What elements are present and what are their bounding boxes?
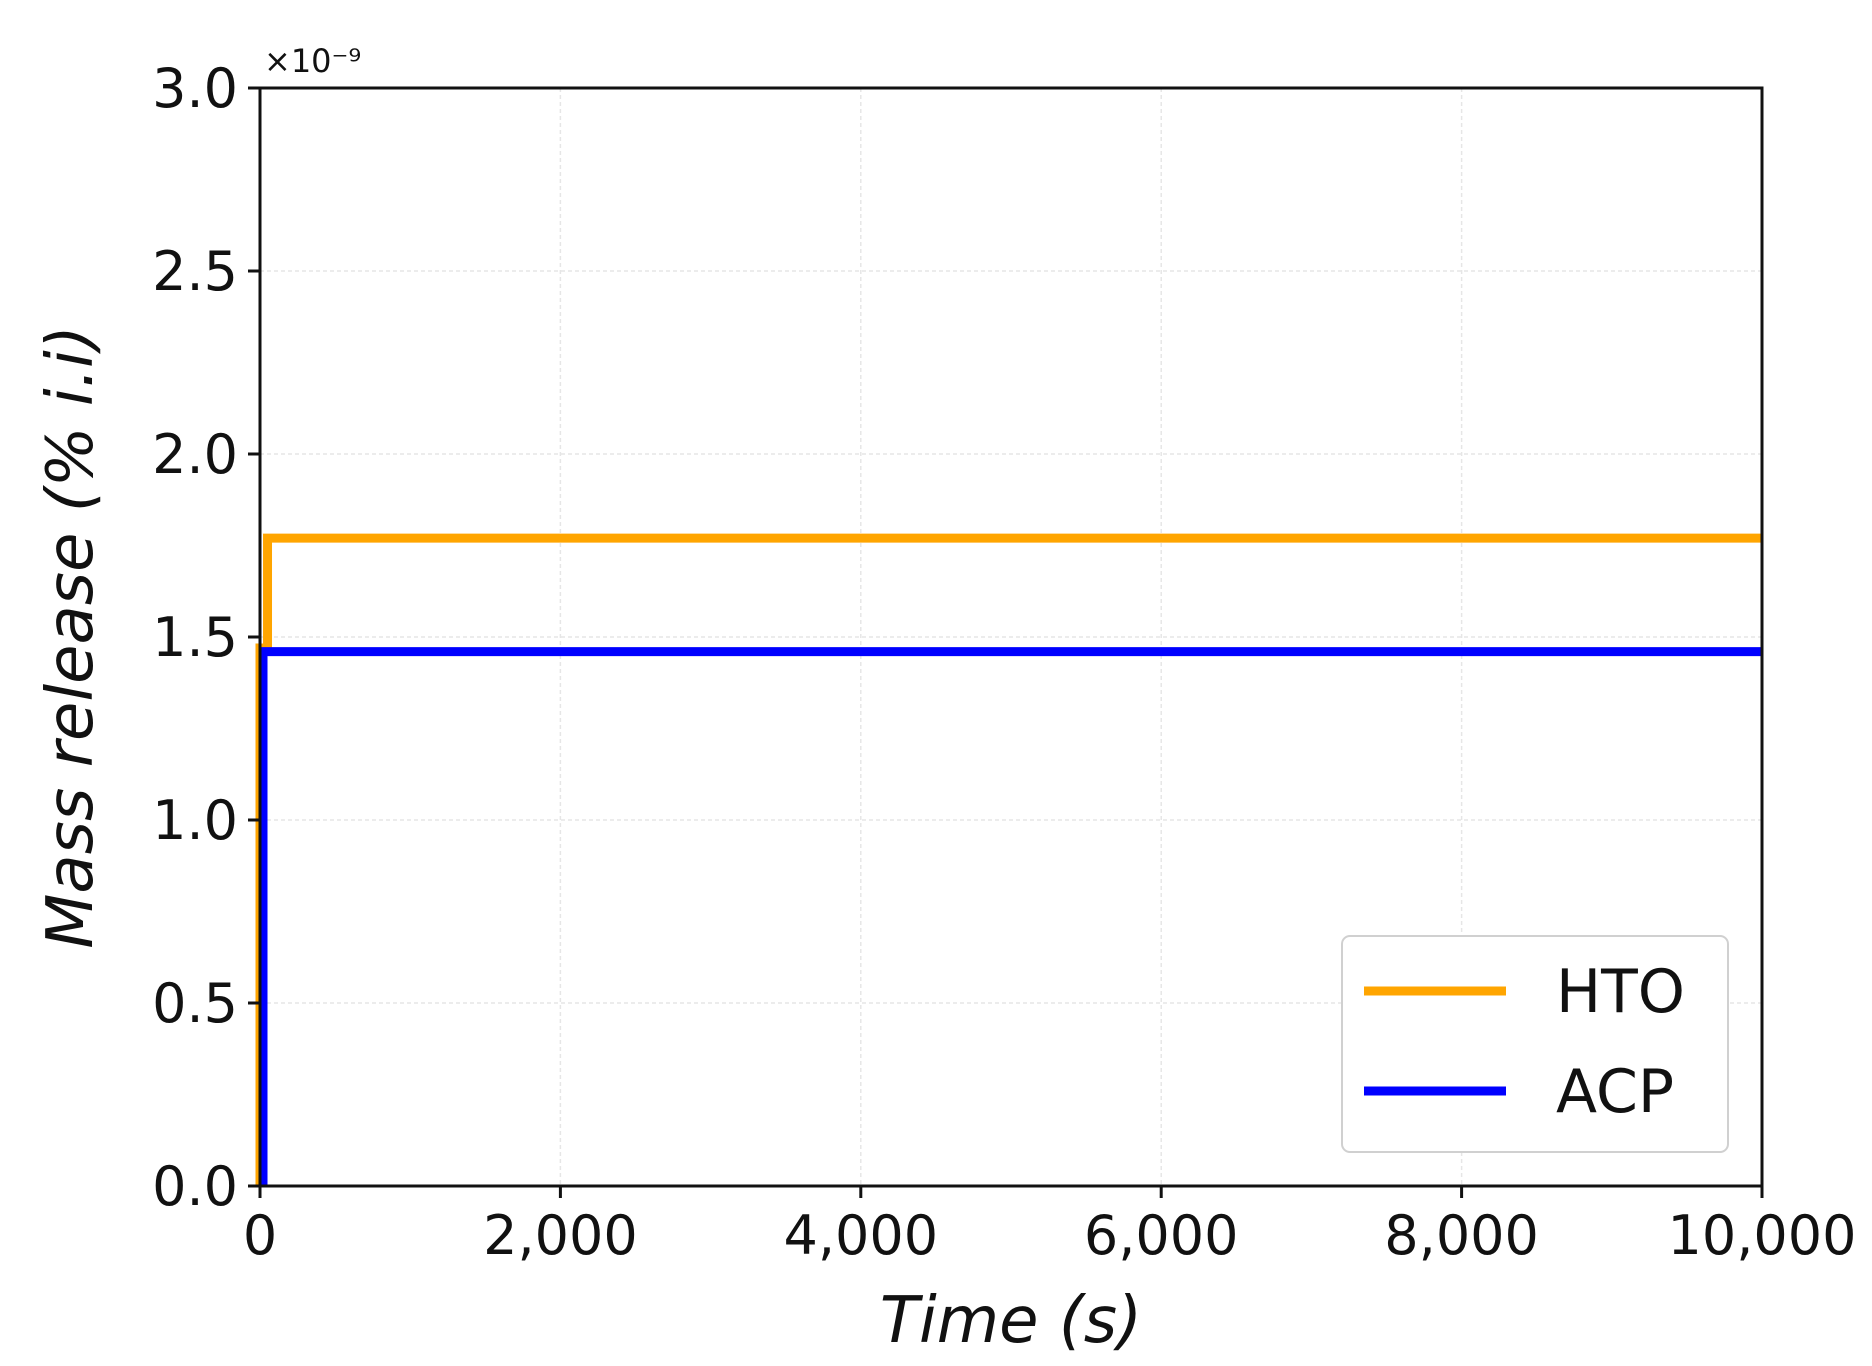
y-tick-label: 0.0 bbox=[152, 1155, 238, 1218]
series-line-acp bbox=[258, 647, 1762, 1186]
legend: HTO ACP bbox=[1341, 935, 1729, 1153]
y-axis-label: Mass release (% i.i) bbox=[34, 325, 108, 949]
x-tick-label: 6,000 bbox=[1084, 1204, 1239, 1267]
axis-ticks: 0 2,000 4,000 6,000 8,000 10,000 0.0 0.5 1.0 1.5 2… bbox=[152, 57, 1856, 1267]
y-tick-label: 1.5 bbox=[152, 606, 238, 669]
x-tick-label: 10,000 bbox=[1668, 1204, 1857, 1267]
x-tick-label: 4,000 bbox=[784, 1204, 939, 1267]
x-tick-label: 0 bbox=[243, 1204, 277, 1267]
y-tick-label: 2.0 bbox=[152, 423, 238, 486]
legend-label-acp: ACP bbox=[1556, 1057, 1674, 1127]
y-tick-label: 3.0 bbox=[152, 57, 238, 120]
x-tick-label: 2,000 bbox=[483, 1204, 638, 1267]
y-axis-offset-label: ×10⁻⁹ bbox=[264, 42, 361, 80]
y-tick-label: 0.5 bbox=[152, 972, 238, 1035]
y-tick-label: 1.0 bbox=[152, 789, 238, 852]
y-tick-label: 2.5 bbox=[152, 240, 238, 303]
legend-label-hto: HTO bbox=[1556, 957, 1685, 1027]
x-tick-label: 8,000 bbox=[1384, 1204, 1539, 1267]
x-axis-label: Time (s) bbox=[880, 1284, 1142, 1358]
